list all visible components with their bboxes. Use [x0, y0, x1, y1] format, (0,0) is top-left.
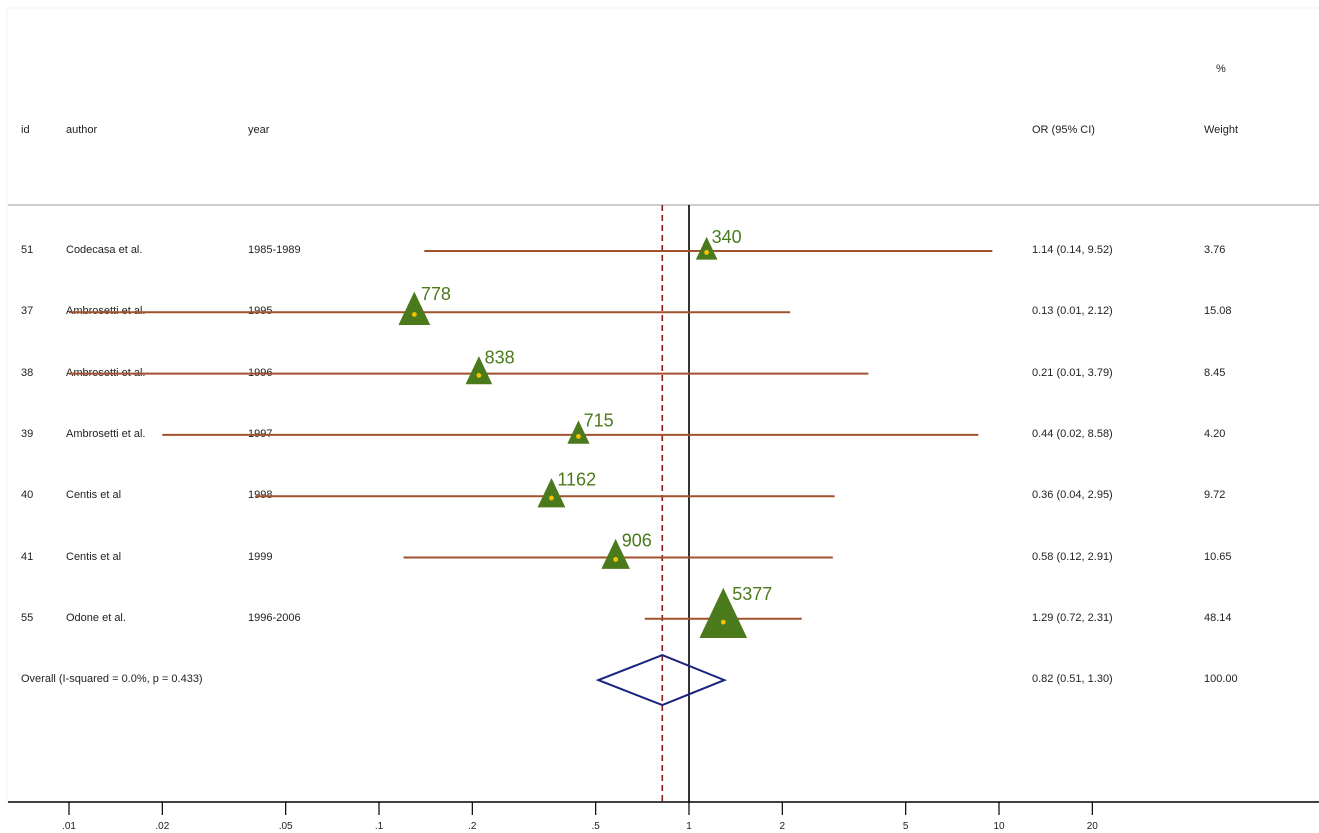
overall-label: Overall (I-squared = 0.0%, p = 0.433) — [21, 673, 203, 686]
study-weight: 9.72 — [1204, 489, 1226, 502]
point-estimate-dot — [549, 495, 554, 501]
study-weight: 4.20 — [1204, 427, 1226, 440]
point-estimate-marker — [601, 538, 630, 569]
x-tick-label: 1 — [686, 821, 692, 832]
study-author: Ambrosetti et al. — [66, 305, 146, 318]
x-tick-label: .5 — [592, 821, 601, 832]
study-or-ci: 0.58 (0.12, 2.91) — [1032, 550, 1113, 563]
study-year: 1996 — [248, 366, 273, 379]
x-tick-label: 5 — [903, 821, 909, 832]
header-year: year — [248, 124, 270, 136]
x-tick-label: 10 — [993, 821, 1005, 832]
study-or-ci: 0.36 (0.04, 2.95) — [1032, 489, 1113, 502]
study-year: 1997 — [248, 427, 273, 440]
study-id: 41 — [21, 550, 34, 563]
study-id: 55 — [21, 611, 34, 624]
x-tick-label: .01 — [62, 821, 76, 832]
study-weight: 10.65 — [1204, 550, 1232, 563]
point-estimate-marker — [465, 356, 493, 385]
study-or-ci: 0.44 (0.02, 8.58) — [1032, 427, 1113, 440]
point-estimate-dot — [576, 433, 581, 439]
study-author: Ambrosetti et al. — [66, 366, 146, 379]
study-author: Ambrosetti et al. — [66, 427, 146, 440]
point-estimate-dot — [476, 373, 482, 378]
point-estimate-marker — [537, 478, 566, 508]
study-or-ci: 0.21 (0.01, 3.79) — [1032, 366, 1113, 379]
sample-size-label: 838 — [485, 347, 515, 367]
study-weight: 3.76 — [1204, 244, 1226, 256]
study-id: 39 — [21, 427, 34, 440]
x-tick-label: 20 — [1087, 821, 1099, 832]
study-year: 1999 — [248, 550, 273, 563]
point-estimate-marker — [699, 587, 748, 638]
point-estimate-marker — [398, 291, 431, 326]
study-id: 51 — [21, 244, 34, 256]
x-tick-label: 2 — [780, 821, 786, 832]
header-or: OR (95% CI) — [1032, 124, 1095, 136]
study-id: 37 — [21, 305, 34, 318]
study-year: 1998 — [248, 489, 273, 502]
study-or-ci: 1.29 (0.72, 2.31) — [1032, 611, 1113, 624]
point-estimate-dot — [720, 619, 726, 625]
study-weight: 15.08 — [1204, 305, 1232, 318]
overall-or-ci: 0.82 (0.51, 1.30) — [1032, 673, 1113, 686]
overall-diamond — [595, 654, 727, 707]
study-or-ci: 1.14 (0.14, 9.52) — [1032, 244, 1113, 256]
study-weight: 8.45 — [1204, 366, 1226, 379]
point-estimate-dot — [613, 557, 619, 562]
study-year: 1995 — [248, 305, 273, 318]
study-id: 38 — [21, 366, 34, 379]
header-author: author — [66, 124, 98, 136]
sample-size-label: 778 — [421, 284, 451, 304]
sample-size-label: 906 — [622, 531, 652, 551]
study-year: 1996-2006 — [248, 611, 301, 624]
study-author: Centis et al — [66, 489, 122, 502]
overall-weight: 100.00 — [1204, 673, 1238, 686]
point-estimate-dot — [411, 312, 417, 317]
study-year: 1985-1989 — [248, 244, 301, 256]
study-author: Codecasa et al. — [66, 244, 143, 256]
point-estimate-dot — [704, 250, 710, 255]
header-weight-pct: % — [1216, 63, 1226, 75]
study-id: 40 — [21, 489, 34, 502]
x-tick-label: .1 — [375, 821, 384, 832]
sample-size-label: 5377 — [732, 584, 772, 604]
header-id: id — [21, 124, 30, 136]
study-author: Odone et al. — [66, 611, 126, 624]
study-or-ci: 0.13 (0.01, 2.12) — [1032, 305, 1113, 318]
study-weight: 48.14 — [1204, 611, 1232, 624]
sample-size-label: 1162 — [557, 470, 596, 490]
sample-size-label: 340 — [712, 227, 742, 247]
point-estimate-marker — [567, 420, 590, 444]
x-tick-label: .02 — [155, 821, 169, 832]
point-estimate-marker — [695, 236, 718, 260]
x-tick-label: .05 — [279, 821, 293, 832]
x-tick-label: .2 — [468, 821, 477, 832]
study-author: Centis et al — [66, 550, 122, 563]
sample-size-label: 715 — [584, 411, 614, 431]
header-weight: Weight — [1204, 124, 1239, 136]
